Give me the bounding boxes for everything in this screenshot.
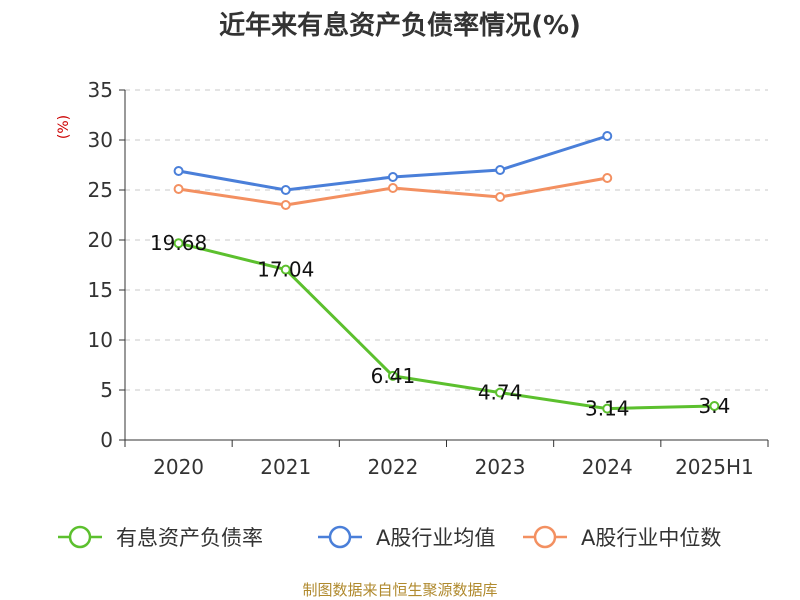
x-tick-labels: 2020 2021 2022 2023 2024 2025H1 [153,455,754,479]
source-note: 制图数据来自恒生聚源数据库 [302,581,497,599]
data-point [280,185,291,195]
y-axis-label: (%) [56,115,72,139]
legend-label: 有息资产负债率 [116,526,263,550]
data-point [173,184,184,194]
x-tick-label: 2022 [367,455,418,479]
data-point [495,387,506,398]
y-tick-label: 10 [88,328,113,352]
legend-label: A股行业中位数 [581,526,721,550]
x-tick-label: 2023 [475,455,526,479]
x-tick-label: 2025H1 [675,455,754,479]
chart-title: 近年来有息资产负债率情况(%) [219,10,581,41]
data-point [280,200,291,210]
y-tick-label: 35 [88,78,113,102]
data-point [495,165,506,175]
x-tick-label: 2020 [153,455,204,479]
legend-marker [68,525,92,549]
y-tick-label: 30 [88,128,113,152]
data-label: 4.74 [478,381,523,405]
y-tick-label: 0 [100,428,113,452]
legend-marker [328,525,352,549]
series-group: 19.68 17.04 6.41 4.74 3.14 3.4 [150,131,731,421]
y-tick-label: 25 [88,178,113,202]
data-point [602,173,613,183]
data-point [602,131,613,141]
data-label: 17.04 [257,258,314,282]
data-point [387,172,398,182]
series-line-0 [178,241,715,411]
data-label: 3.14 [585,397,630,421]
grid-lines [125,89,768,391]
data-point [602,403,613,414]
data-point [173,166,184,176]
y-tick-label: 5 [100,378,113,402]
legend-marker [533,525,557,549]
data-label: 6.41 [371,364,416,388]
y-tick-label: 20 [88,228,113,252]
x-tick-label: 2021 [260,455,311,479]
data-point [173,238,184,249]
data-point [387,370,398,381]
data-label: 19.68 [150,231,207,255]
data-point [709,401,720,411]
x-tick-label: 2024 [582,455,633,479]
data-point [280,264,291,275]
legend-label: A股行业均值 [376,526,495,550]
data-point [495,192,506,202]
axes [119,89,769,447]
data-label: 3.4 [699,394,731,418]
y-tick-labels: 0 5 10 15 20 25 30 35 [88,78,113,452]
legend: 有息资产负债率 A股行业均值 A股行业中位数 [58,525,721,550]
y-tick-label: 15 [88,278,113,302]
data-point [387,183,398,193]
